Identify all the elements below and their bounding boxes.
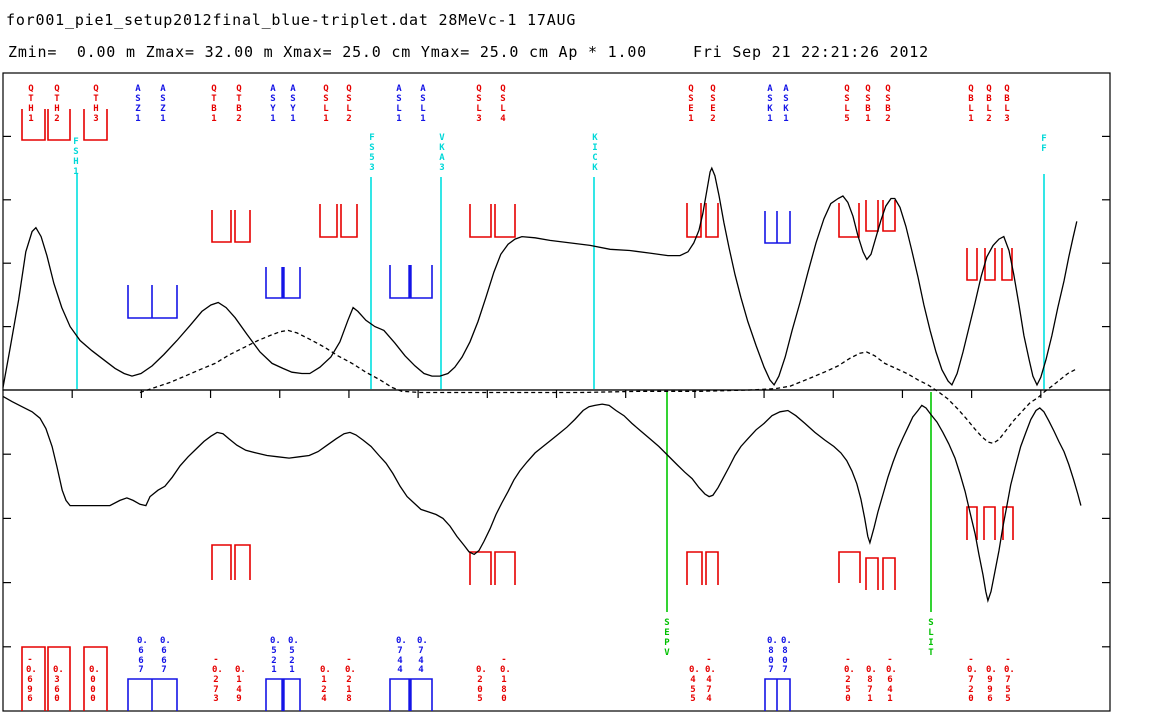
file-title: for001_pie1_setup2012final_blue-triplet.… (6, 11, 577, 29)
quad-symbol-top-QBL3 (1001, 248, 1013, 281)
axis-settings-line: Zmin= 0.00 m Zmax= 32.00 m Xmax= 25.0 cm… (8, 43, 647, 61)
quad-symbol-top-QSL2 (340, 204, 358, 238)
quad-symbol-bottom-QTB2 (234, 544, 251, 580)
quad-symbol-top-QSL1 (319, 204, 338, 238)
curve-y-envelope-solid (2, 395, 1082, 603)
quad-symbol-top-QTH3 (83, 109, 108, 141)
quad-symbol-bottom-QBL3 (1002, 506, 1014, 540)
quad-symbol-top-QSL3 (469, 204, 492, 238)
quad-symbol-bottom-QBL1 (966, 506, 978, 540)
quad-symbol-bottom-QSL3 (469, 551, 492, 585)
quad-symbol-top-QSB1 (865, 200, 879, 232)
quad-symbol-top-QSE2 (705, 203, 719, 238)
bottom-panel-frame (2, 389, 1111, 712)
quad-symbol-top-QTB2 (234, 210, 251, 243)
quad-symbol-top-QSL4 (494, 204, 516, 238)
curve-dispersion-dashed (139, 329, 1076, 444)
quad-symbol-top-QSB2 (882, 200, 896, 232)
quad-symbol-top-QTH1 (21, 109, 46, 141)
quad-symbol-top-QBL2 (984, 248, 996, 281)
quad-symbol-top-QBL1 (966, 248, 978, 281)
quad-symbol-bottom-QSB2 (882, 557, 896, 590)
timestamp: Fri Sep 21 22:21:26 2012 (693, 43, 929, 61)
quad-symbol-bottom-QSL4 (494, 551, 516, 585)
quad-symbol-bottom-QBL2 (983, 506, 996, 540)
quad-symbol-top-QSL5 (838, 203, 860, 238)
quad-symbol-bottom-QTH1 (21, 646, 46, 711)
quad-symbol-bottom-QSE1 (686, 551, 703, 585)
quad-symbol-bottom-QTH2 (47, 646, 71, 711)
quad-symbol-bottom-QSB1 (865, 557, 879, 590)
top-panel-frame (2, 72, 1111, 391)
quad-symbol-bottom-QTH3 (83, 646, 108, 711)
quad-symbol-top-QTH2 (47, 109, 71, 141)
quad-symbol-bottom-QTB1 (211, 544, 232, 580)
quad-symbol-bottom-QSE2 (705, 551, 719, 585)
quad-symbol-top-QTB1 (211, 210, 232, 243)
curve-x-envelope-solid (2, 166, 1078, 388)
quad-symbol-bottom-QSL5 (838, 551, 861, 583)
